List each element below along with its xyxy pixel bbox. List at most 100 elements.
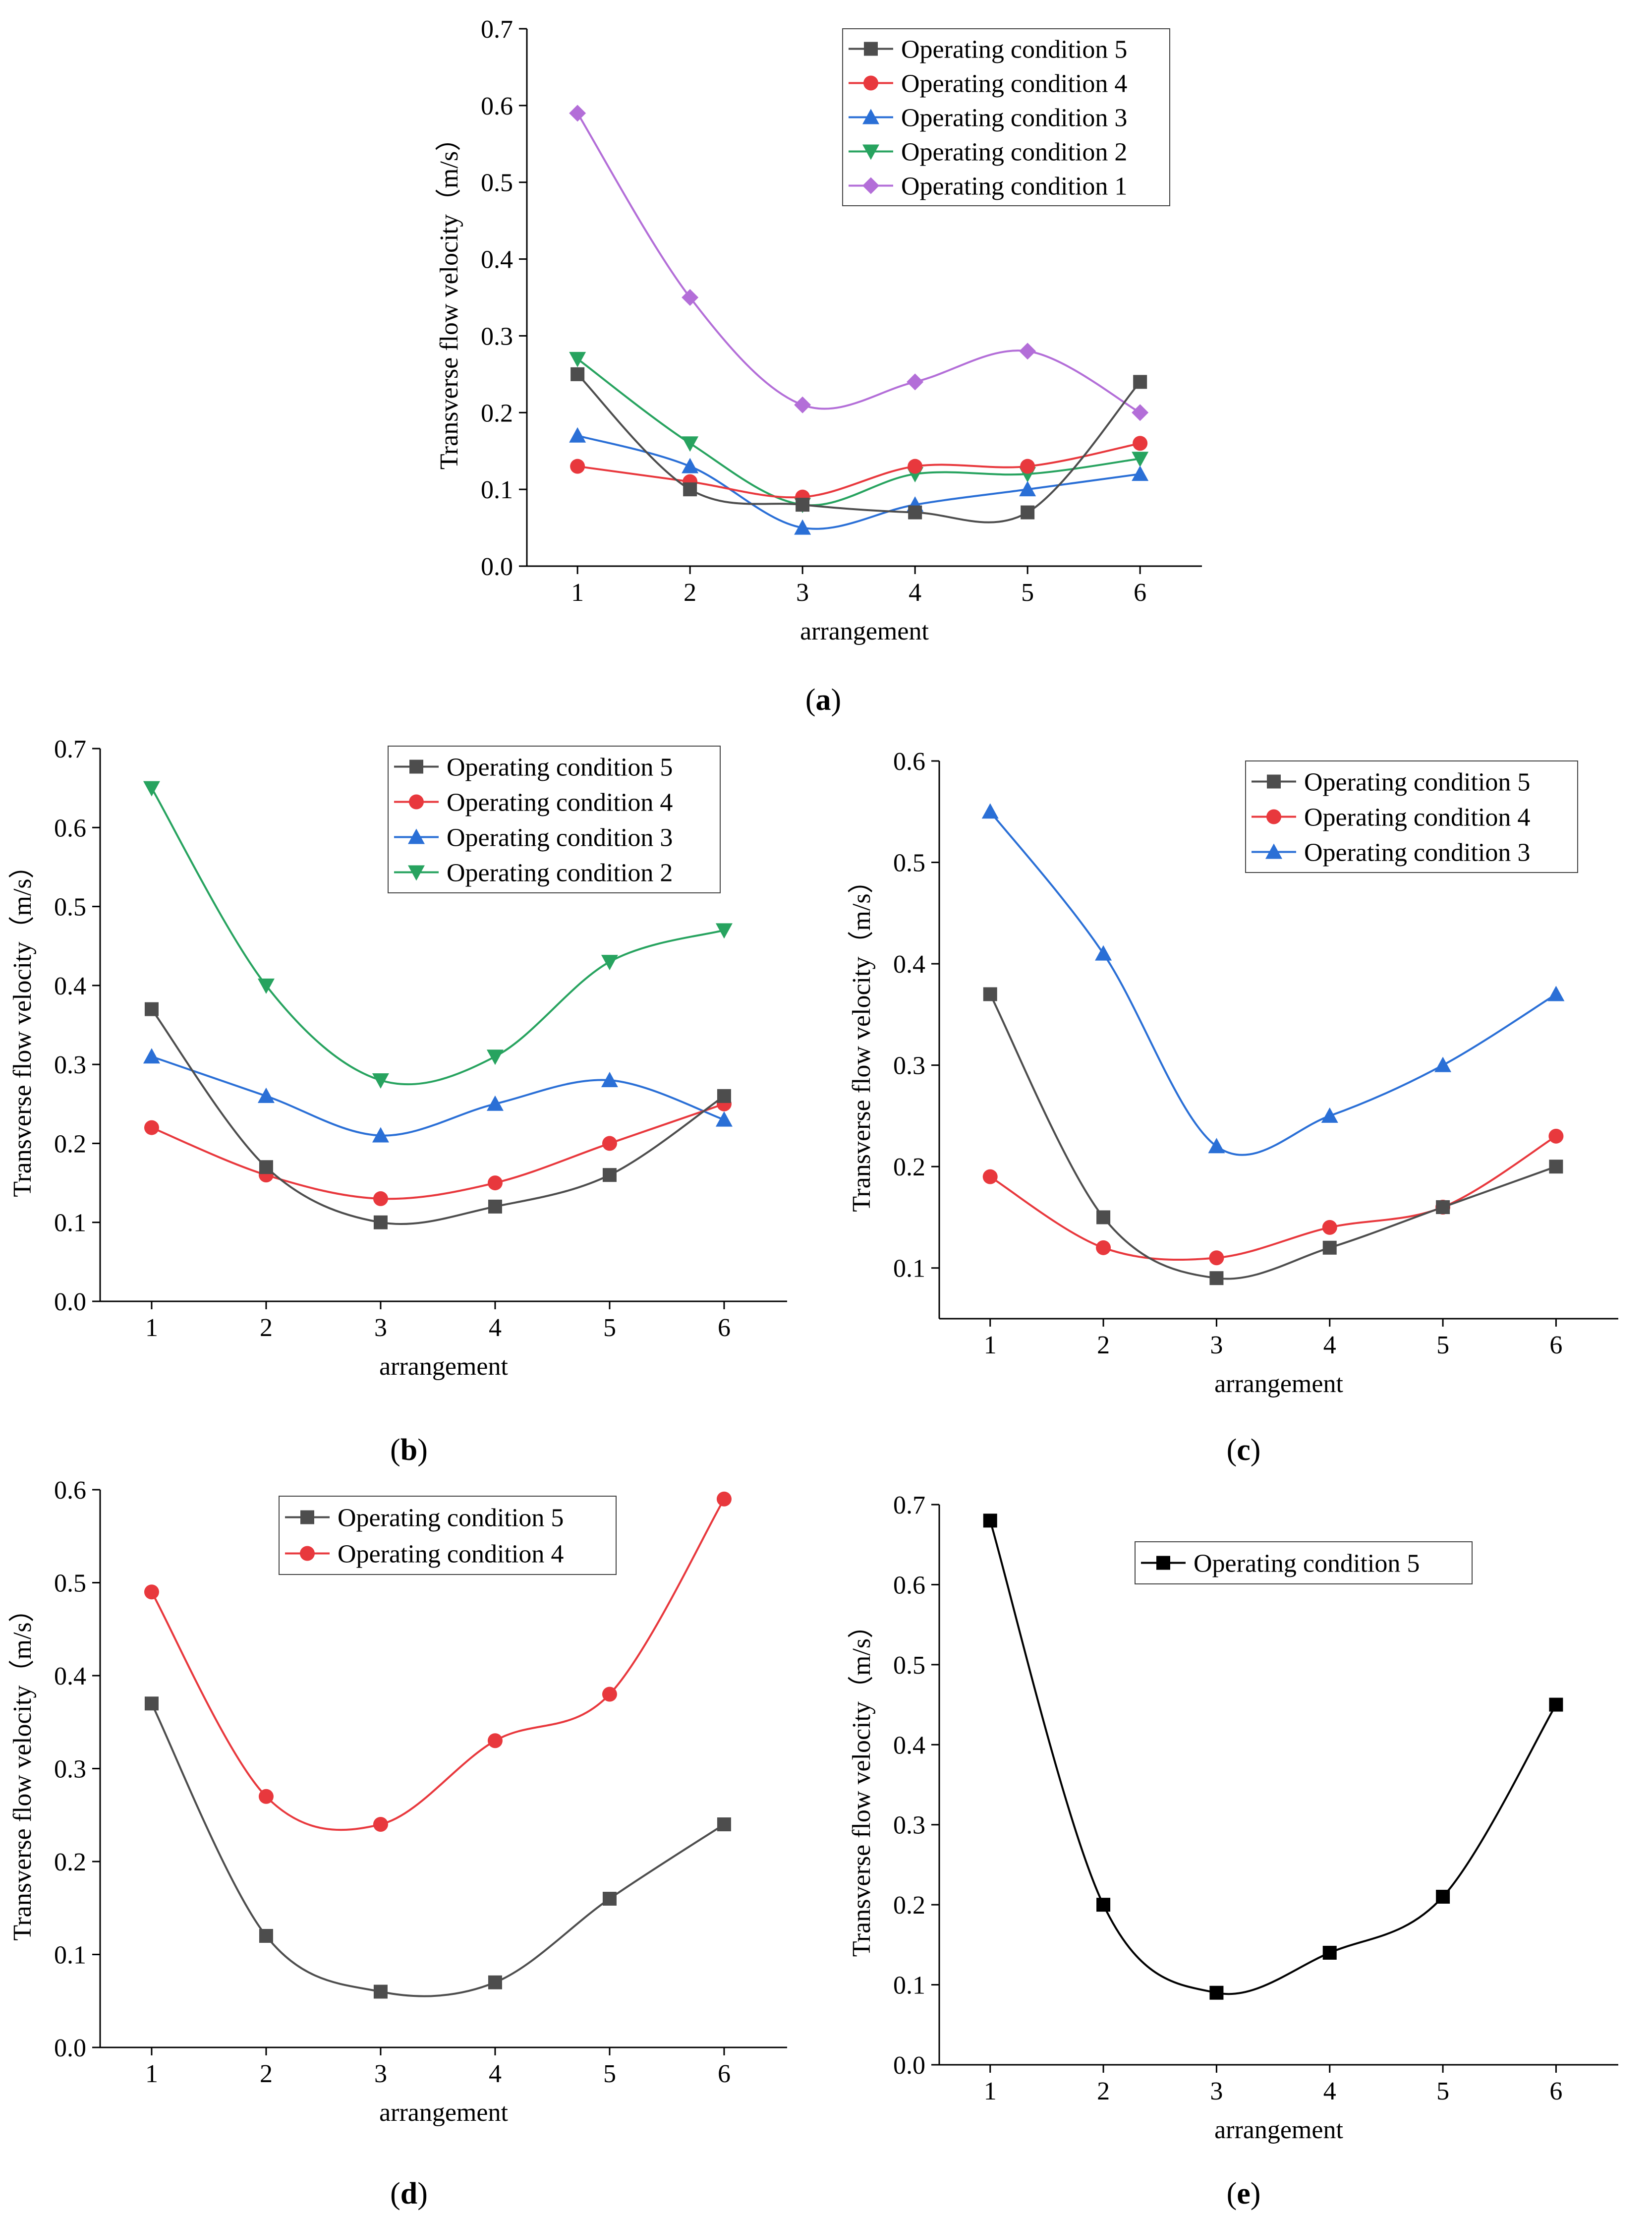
chart-e: 0.0 0.1 0.2 0.3 0.4 0.5 0.6 0.7 1 2 3 4 5 6 arrangemen… xyxy=(848,1491,1618,2144)
data-point xyxy=(682,289,699,306)
y-tick-label: 0.5 xyxy=(481,169,513,197)
panel-label-e: (e) xyxy=(1227,2177,1261,2211)
legend-label: Operating condition 4 xyxy=(447,789,673,817)
data-point xyxy=(569,351,586,367)
panel-label-d: (d) xyxy=(390,2177,428,2211)
y-tick-label: 0.4 xyxy=(893,1731,925,1759)
series-line xyxy=(151,1703,725,1997)
series-operating-condition-2 xyxy=(143,781,733,1089)
legend-marker xyxy=(862,109,879,124)
y-tick-label: 0.2 xyxy=(893,1891,925,1920)
x-tick-label: 3 xyxy=(374,1314,387,1342)
y-tick-label: 0.3 xyxy=(54,1051,86,1079)
data-point xyxy=(486,1095,504,1111)
data-point xyxy=(715,1111,733,1127)
x-tick-label: 2 xyxy=(684,579,696,607)
data-point xyxy=(373,1215,388,1229)
y-axis-label: Transverse flow velocity（m/s） xyxy=(848,868,876,1212)
y-axis-label: Transverse flow velocity（m/s） xyxy=(8,1596,37,1940)
data-point xyxy=(1132,452,1149,467)
legend-label: Operating condition 5 xyxy=(338,1504,564,1532)
x-tick-label: 4 xyxy=(1323,2077,1336,2105)
y-tick-label: 0.6 xyxy=(54,814,86,842)
data-point xyxy=(1096,1898,1111,1912)
panel-label-b: (b) xyxy=(390,1433,428,1467)
data-point xyxy=(1547,986,1565,1001)
x-tick-label: 2 xyxy=(260,2060,273,2088)
panel-label-a: (a) xyxy=(805,683,841,717)
series-line xyxy=(577,434,1140,530)
x-tick-label: 1 xyxy=(984,1331,997,1359)
series-operating-condition-5 xyxy=(144,1002,731,1229)
data-point xyxy=(602,1168,617,1182)
data-point xyxy=(683,482,697,497)
data-point xyxy=(601,955,618,971)
legend: Operating condition 5 Operating condition… xyxy=(1245,760,1578,873)
y-tick-label: 0.0 xyxy=(54,1288,86,1316)
series-line xyxy=(989,1135,1557,1261)
legend-marker xyxy=(409,794,424,810)
data-point xyxy=(1019,481,1036,497)
series-operating-condition-5 xyxy=(983,987,1563,1285)
data-point xyxy=(488,1199,502,1214)
y-tick-label: 0.0 xyxy=(54,2034,86,2062)
data-point xyxy=(1209,1985,1224,2000)
data-point xyxy=(1549,1160,1563,1174)
series-operating-condition-3 xyxy=(981,803,1565,1156)
data-point xyxy=(1132,466,1149,481)
panel-label-c: (c) xyxy=(1227,1433,1261,1467)
data-point xyxy=(717,1089,731,1103)
data-point xyxy=(794,519,811,535)
series-line xyxy=(151,1103,725,1200)
legend-marker xyxy=(863,75,878,91)
x-tick-label: 5 xyxy=(603,2060,616,2088)
legend-label: Operating condition 3 xyxy=(1304,839,1530,867)
data-point xyxy=(601,1072,618,1087)
data-point xyxy=(1019,343,1036,360)
series-line xyxy=(576,358,1140,507)
x-tick-label: 6 xyxy=(1549,2077,1562,2105)
y-tick-label: 0.1 xyxy=(54,1941,86,1970)
legend-marker xyxy=(300,1510,314,1524)
y-tick-label: 0.4 xyxy=(54,1662,86,1690)
y-tick-label: 0.1 xyxy=(893,1255,925,1283)
y-axis-label: Transverse flow velocity（m/s） xyxy=(848,1613,876,1957)
x-axis-label: arrangement xyxy=(1214,1370,1343,1398)
y-tick-label: 0.2 xyxy=(54,1848,86,1876)
data-point xyxy=(1021,505,1035,520)
data-point xyxy=(715,923,733,939)
legend-label: Operating condition 1 xyxy=(901,173,1127,201)
data-point xyxy=(144,1584,159,1600)
data-point xyxy=(373,1191,388,1206)
x-tick-label: 1 xyxy=(984,2077,997,2105)
data-point xyxy=(1322,1946,1337,1960)
legend-box xyxy=(279,1496,617,1575)
legend-label: Operating condition 4 xyxy=(338,1540,564,1569)
legend-label: Operating condition 4 xyxy=(1304,804,1530,832)
y-tick-label: 0.2 xyxy=(54,1130,86,1158)
data-point xyxy=(983,987,997,1001)
data-point xyxy=(372,1127,389,1143)
data-point xyxy=(259,1160,273,1174)
data-point xyxy=(1020,459,1035,474)
data-point xyxy=(1095,945,1112,961)
data-point xyxy=(982,1169,998,1184)
chart-d: 0.0 0.1 0.2 0.3 0.4 0.5 0.6 1 2 3 4 5 6 arrangement Tr… xyxy=(8,1476,787,2127)
data-point xyxy=(1434,1056,1452,1072)
legend-marker xyxy=(864,42,878,56)
data-point xyxy=(1209,1271,1224,1285)
data-point xyxy=(908,459,923,474)
data-point xyxy=(1208,1138,1225,1154)
series-line xyxy=(989,1520,1557,1995)
data-point xyxy=(144,1696,159,1711)
legend-label: Operating condition 4 xyxy=(901,70,1127,98)
legend-label: Operating condition 2 xyxy=(447,859,673,887)
x-tick-label: 6 xyxy=(1134,579,1146,607)
y-tick-label: 0.6 xyxy=(481,92,513,120)
legend-marker xyxy=(862,144,879,160)
x-tick-label: 6 xyxy=(718,1314,731,1342)
x-tick-label: 1 xyxy=(145,2060,158,2088)
data-point xyxy=(796,498,810,512)
legend-marker xyxy=(408,865,425,881)
